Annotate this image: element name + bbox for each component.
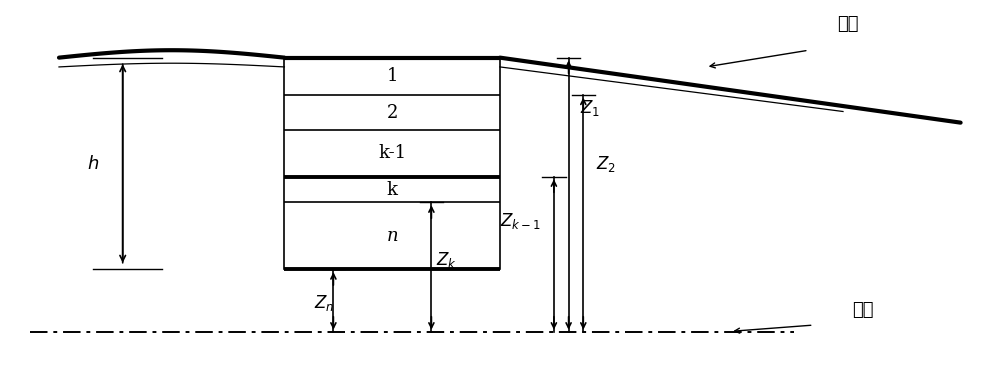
Text: $Z_n$: $Z_n$ [314,293,334,313]
Text: 1: 1 [386,67,398,85]
Text: n: n [386,227,398,245]
Text: 中面: 中面 [852,301,873,319]
Text: 外壳: 外壳 [837,15,859,33]
Text: $Z_1$: $Z_1$ [580,98,600,118]
Text: $Z_2$: $Z_2$ [596,153,616,174]
Text: $Z_k$: $Z_k$ [436,250,457,270]
Text: $Z_{k-1}$: $Z_{k-1}$ [500,211,541,231]
Text: 2: 2 [387,103,398,122]
Text: k: k [387,180,398,199]
Text: $h$: $h$ [87,155,99,172]
Text: k-1: k-1 [378,144,406,163]
